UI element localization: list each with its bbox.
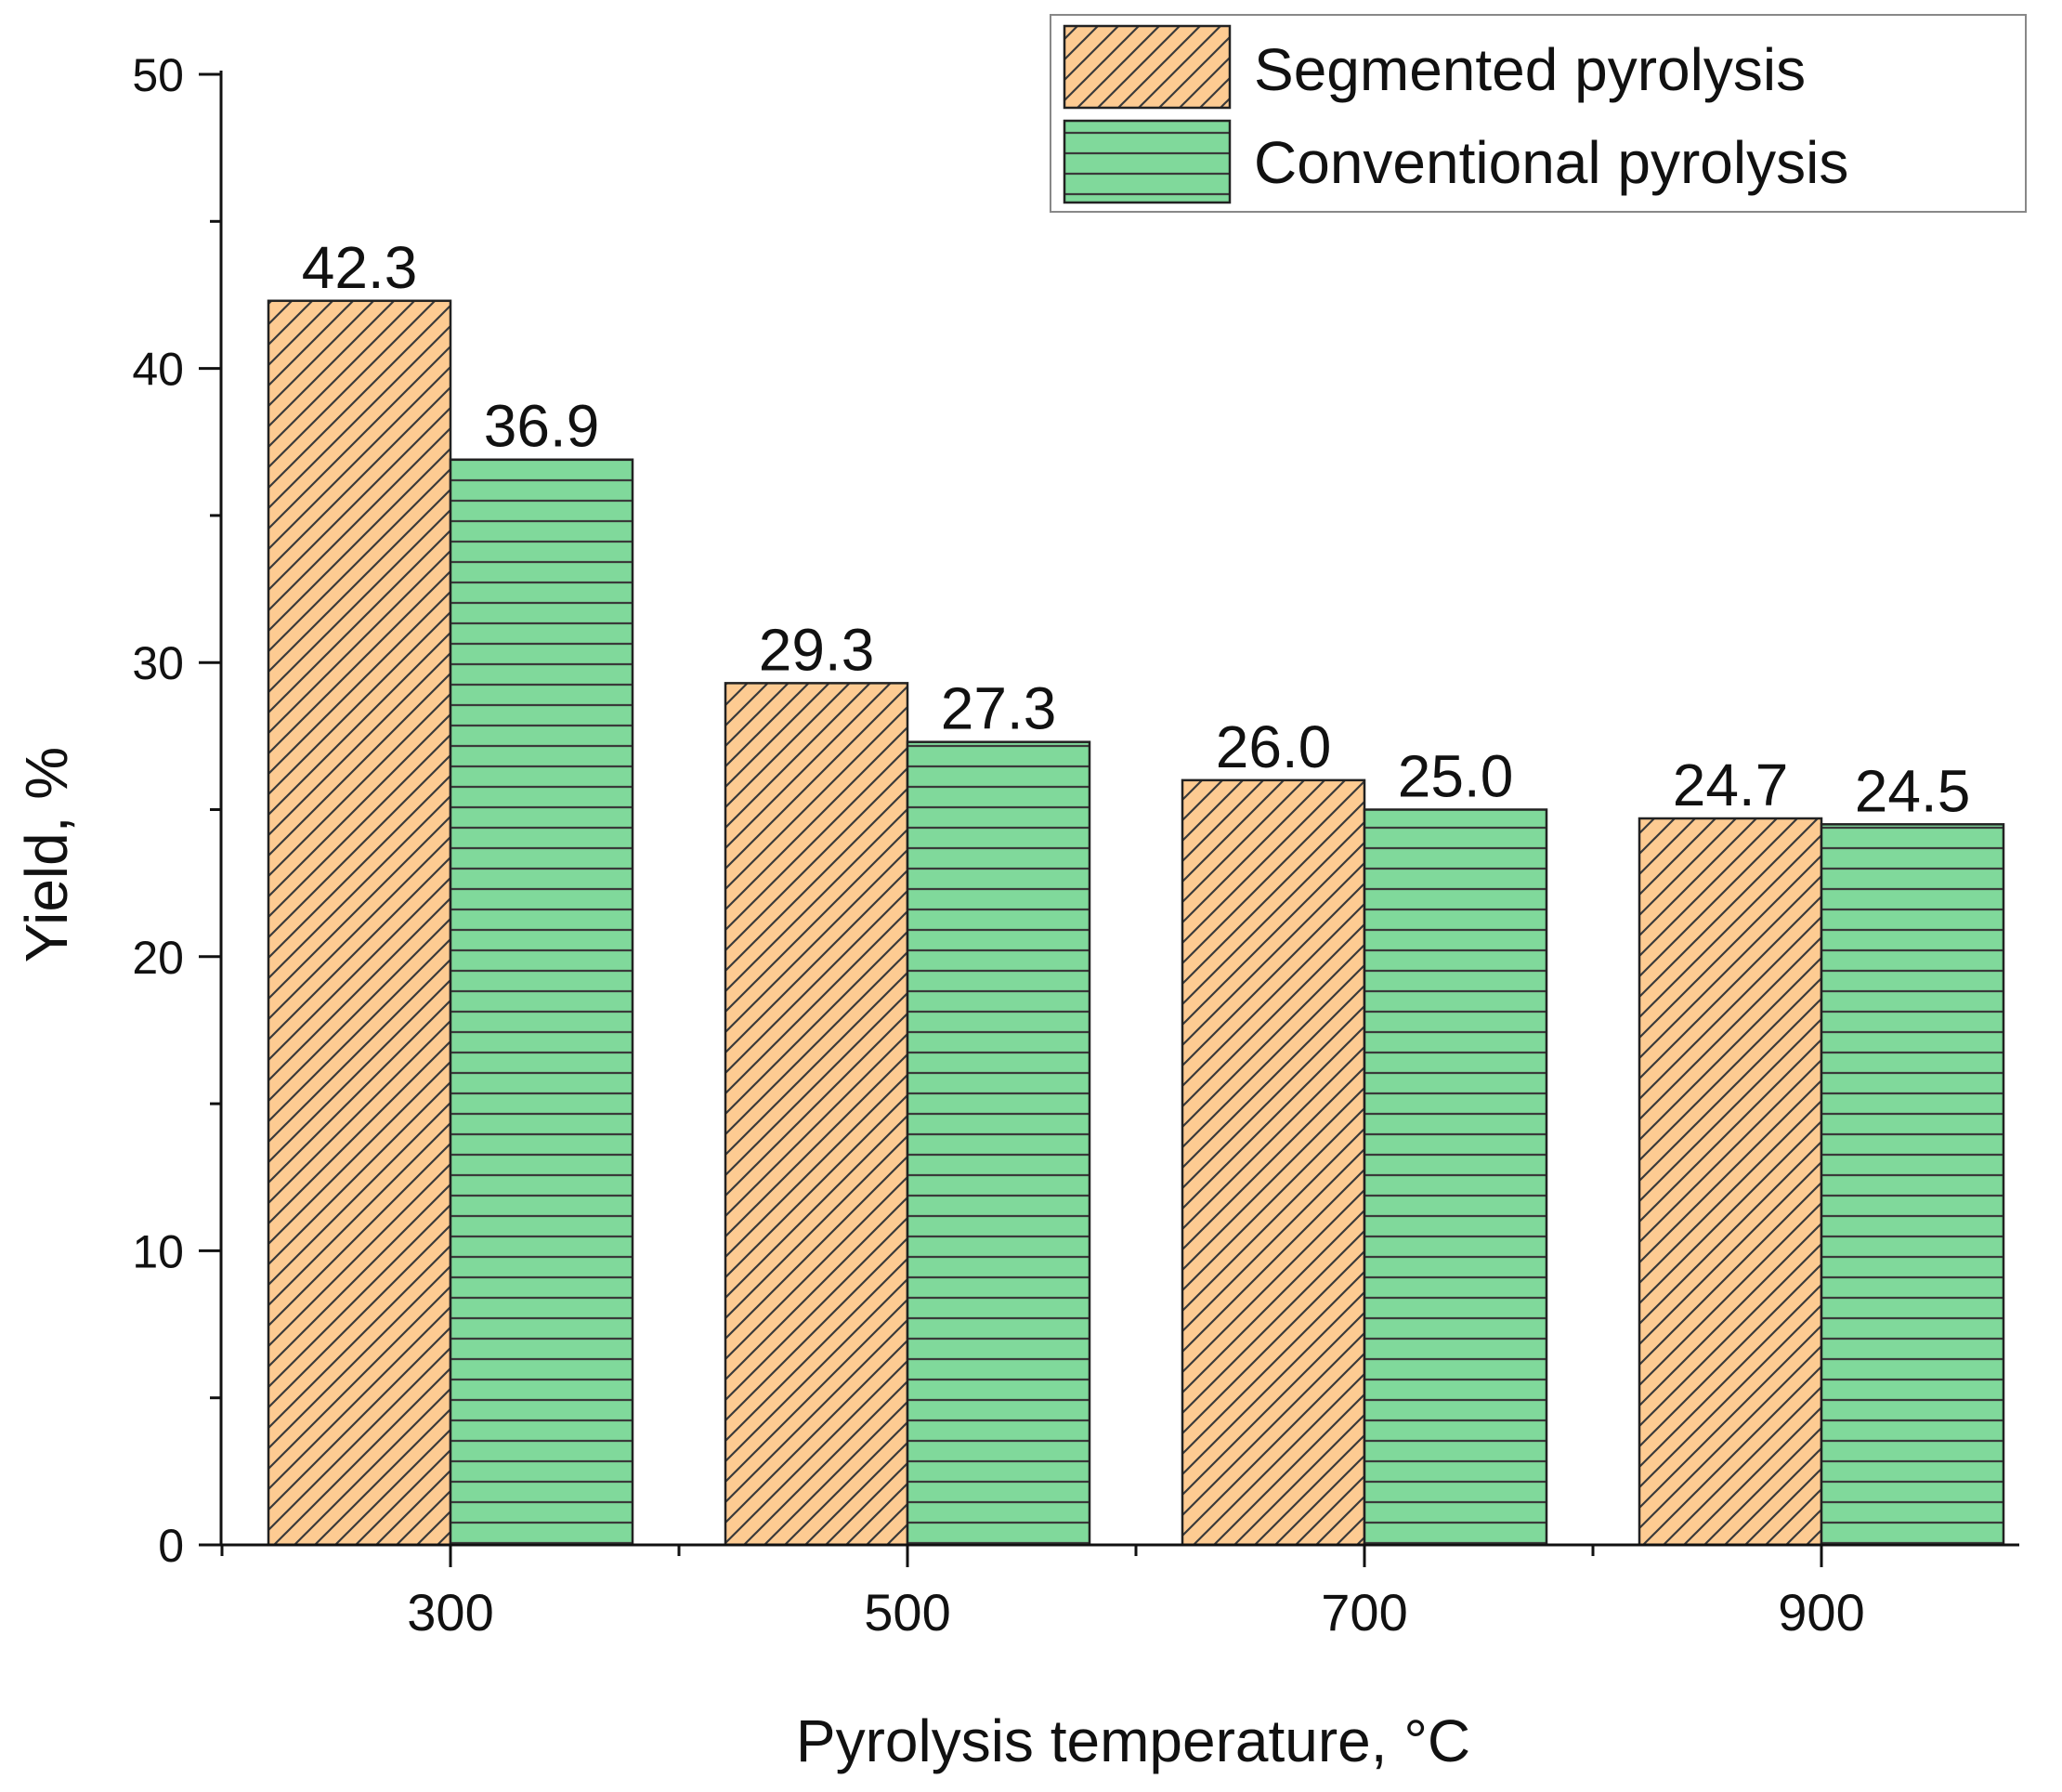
x-tick-label-700: 700 [1321, 1583, 1407, 1642]
legend-swatch-segmented [1063, 24, 1232, 110]
data-label-conventional-700: 25.0 [1398, 743, 1514, 810]
data-label-conventional-900: 24.5 [1855, 757, 1971, 824]
data-label-segmented-300: 42.3 [302, 234, 418, 301]
data-label-segmented-700: 26.0 [1216, 713, 1332, 780]
legend-swatch-conventional [1063, 119, 1232, 204]
y-tick-label-40: 40 [132, 344, 184, 396]
x-tick-label-500: 500 [864, 1583, 950, 1642]
y-tick-label-10: 10 [132, 1225, 184, 1277]
y-tick-label-20: 20 [132, 932, 184, 984]
x-tick-label-300: 300 [407, 1583, 493, 1642]
bar-segmented-900 [1638, 817, 1823, 1547]
legend-label-segmented: Segmented pyrolysis [1254, 36, 1806, 103]
y-tick-label-0: 0 [158, 1520, 184, 1572]
bar-conventional-700 [1363, 808, 1548, 1547]
x-axis-title: Pyrolysis temperature, °C [796, 1707, 1470, 1774]
legend: Segmented pyrolysis Conventional pyrolys… [1050, 14, 2027, 213]
bar-conventional-300 [449, 458, 634, 1547]
bar-segmented-500 [724, 682, 909, 1547]
x-tick-label-900: 900 [1778, 1583, 1864, 1642]
bar-conventional-500 [906, 740, 1091, 1547]
y-axis-title: Yield, % [13, 747, 80, 962]
data-label-conventional-500: 27.3 [941, 675, 1057, 742]
y-tick-label-30: 30 [132, 637, 184, 689]
bar-segmented-300 [267, 299, 452, 1547]
y-tick-label-50: 50 [132, 49, 184, 101]
plot-area: 0 10 20 30 40 50 300 500 700 900 42.3 36.9 29.3 27.3 2… [132, 49, 2019, 1642]
bar-conventional-900 [1820, 823, 2005, 1547]
bar-segmented-700 [1181, 778, 1366, 1547]
data-label-segmented-900: 24.7 [1673, 752, 1789, 818]
data-label-conventional-300: 36.9 [484, 393, 600, 460]
legend-label-conventional: Conventional pyrolysis [1254, 129, 1848, 196]
data-label-segmented-500: 29.3 [759, 616, 875, 683]
